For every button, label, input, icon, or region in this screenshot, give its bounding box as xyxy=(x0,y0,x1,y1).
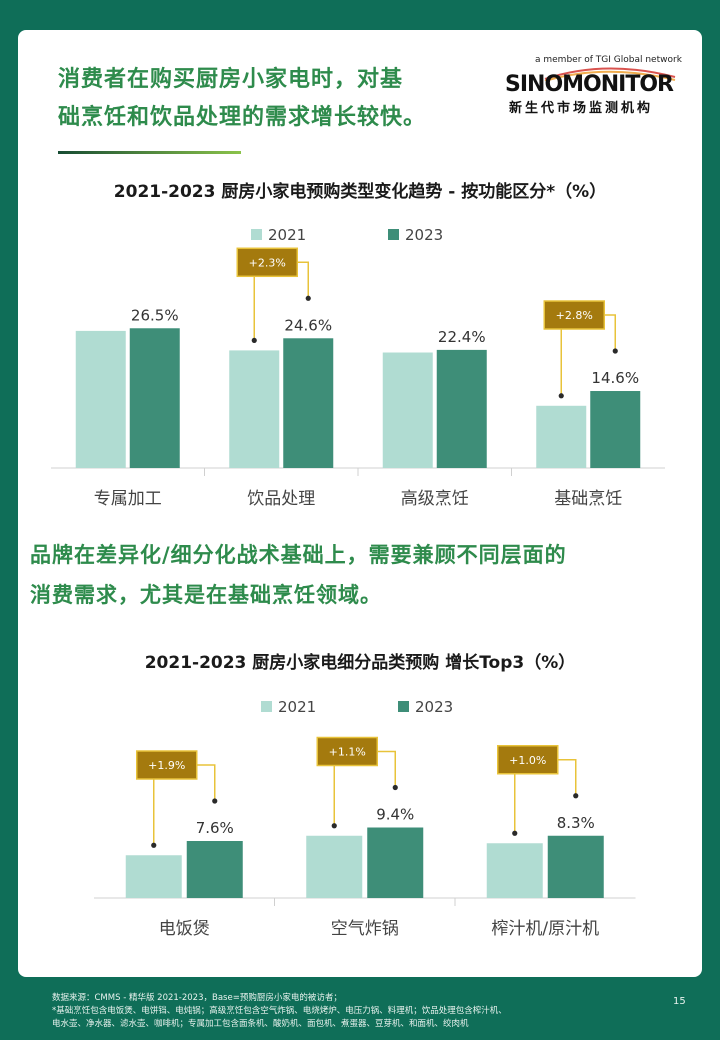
callout-connector xyxy=(153,764,216,846)
bar-2023-榨汁机/原汁机 xyxy=(547,835,604,898)
mid-headline-line-1: 品牌在差异化/细分化战术基础上，需要兼顾不同层面的 xyxy=(30,543,567,567)
category-label-空气炸锅: 空气炸锅 xyxy=(331,919,399,939)
headline-underline xyxy=(58,151,241,154)
callout-text: +1.1% xyxy=(329,746,366,759)
logo-name: SINOMONITOR xyxy=(505,72,674,97)
data-label-2023-高级烹饪: 22.4% xyxy=(438,328,486,346)
chart2-title: 2021-2023 厨房小家电细分品类预购 增长Top3（%） xyxy=(144,653,576,673)
data-label-2023-基础烹饪: 14.6% xyxy=(591,369,639,387)
bar-2023-专属加工 xyxy=(129,328,180,468)
callout-box xyxy=(236,247,298,278)
callout-connector xyxy=(560,314,616,396)
callout-text: +1.0% xyxy=(509,754,546,767)
data-label-2023-电饭煲: 7.6% xyxy=(196,819,234,837)
callout-connector xyxy=(333,750,396,826)
content-card xyxy=(18,30,702,977)
category-label-专属加工: 专属加工 xyxy=(94,489,162,509)
mid-headline-line-2: 消费需求，尤其是在基础烹饪领域。 xyxy=(30,583,382,607)
callout-dot-2021 xyxy=(331,823,337,829)
bar-2021-饮品处理 xyxy=(229,350,280,468)
bar-2023-空气炸锅 xyxy=(367,827,424,898)
bar-2021-榨汁机/原汁机 xyxy=(486,843,543,898)
callout-text: +1.9% xyxy=(148,759,185,772)
callout-connector xyxy=(514,759,577,834)
page-number: 15 xyxy=(673,996,686,1007)
callout-dot-2021 xyxy=(558,393,564,399)
logo-arc-icon xyxy=(544,67,676,81)
callout-box xyxy=(497,745,559,775)
category-label-高级烹饪: 高级烹饪 xyxy=(401,488,469,509)
legend-label-2021: 2021 xyxy=(268,226,306,244)
legend-label-2023: 2023 xyxy=(415,698,453,716)
bar-2023-电饭煲 xyxy=(186,841,243,898)
headline-line-1: 消费者在购买厨房小家电时，对基 xyxy=(58,67,404,92)
chart1-title: 2021-2023 厨房小家电预购类型变化趋势 - 按功能区分*（%） xyxy=(113,182,607,202)
callout-dot-2021 xyxy=(151,842,157,848)
legend-swatch-2023 xyxy=(398,701,409,712)
callout-box xyxy=(136,750,198,780)
callout-dot-2023 xyxy=(612,348,618,354)
legend-label-2021: 2021 xyxy=(278,698,316,716)
chart1: 2021 2023 26.5% 专属加工 24.6% 饮品处理 22.4% 高级烹饪 14.6%… xyxy=(51,226,665,509)
bar-2021-电饭煲 xyxy=(125,855,182,898)
callout-dot-2021 xyxy=(251,337,257,344)
footer-note-1: *基础烹饪包含电饭煲、电饼铛、电炖锅；高级烹饪包含空气炸锅、电烧烤炉、电压力锅、… xyxy=(52,1006,507,1016)
chart2: 2021 2023 7.6% 电饭煲 9.4% 空气炸锅 8.3% 榨汁机/原汁机 +1.9% +… xyxy=(94,698,636,939)
callout-dot-2023 xyxy=(305,295,311,301)
bar-2023-饮品处理 xyxy=(283,338,334,468)
legend-swatch-2023 xyxy=(388,229,399,240)
data-label-2023-专属加工: 26.5% xyxy=(131,306,179,324)
callout-text: +2.3% xyxy=(249,256,286,269)
logo-chinese-name: 新生代市场监测机构 xyxy=(509,101,654,116)
bar-2021-高级烹饪 xyxy=(382,352,433,468)
sinomonitor-logo: a member of TGI Global network SINOMONIT… xyxy=(505,55,685,117)
category-label-榨汁机/原汁机: 榨汁机/原汁机 xyxy=(491,919,599,939)
callout-dot-2023 xyxy=(212,798,218,804)
bar-2023-基础烹饪 xyxy=(590,391,641,468)
bar-2021-专属加工 xyxy=(75,330,126,468)
logo-tagline: a member of TGI Global network xyxy=(535,55,682,65)
legend-swatch-2021 xyxy=(251,229,262,240)
footer-notes: 数据来源：CMMS - 精华版 2021-2023，Base=预购厨房小家电的被… xyxy=(52,992,652,1031)
footer-source: 数据来源：CMMS - 精华版 2021-2023，Base=预购厨房小家电的被… xyxy=(52,993,342,1003)
callout-text: +2.8% xyxy=(556,309,593,322)
bar-2021-基础烹饪 xyxy=(536,405,587,468)
legend-label-2023: 2023 xyxy=(405,226,443,244)
bar-2023-高级烹饪 xyxy=(436,349,487,468)
callout-box xyxy=(316,736,378,767)
headline-line-2: 础烹饪和饮品处理的需求增长较快。 xyxy=(58,105,427,130)
category-label-电饭煲: 电饭煲 xyxy=(159,919,210,939)
data-label-2023-榨汁机/原汁机: 8.3% xyxy=(557,814,595,832)
callout-connector xyxy=(253,261,309,341)
category-label-基础烹饪: 基础烹饪 xyxy=(554,488,622,509)
bar-2021-空气炸锅 xyxy=(306,835,363,898)
data-label-2023-饮品处理: 24.6% xyxy=(284,316,332,334)
callout-box xyxy=(543,300,605,330)
callout-dot-2023 xyxy=(392,784,398,791)
callout-dot-2021 xyxy=(512,830,518,836)
category-label-饮品处理: 饮品处理 xyxy=(247,489,315,509)
data-label-2023-空气炸锅: 9.4% xyxy=(376,806,414,824)
footer-note-2: 电水壶、净水器、滤水壶、咖啡机；专属加工包含面条机、酸奶机、面包机、煮蛋器、豆芽… xyxy=(52,1019,469,1029)
callout-dot-2023 xyxy=(573,793,579,799)
legend-swatch-2021 xyxy=(261,701,272,712)
